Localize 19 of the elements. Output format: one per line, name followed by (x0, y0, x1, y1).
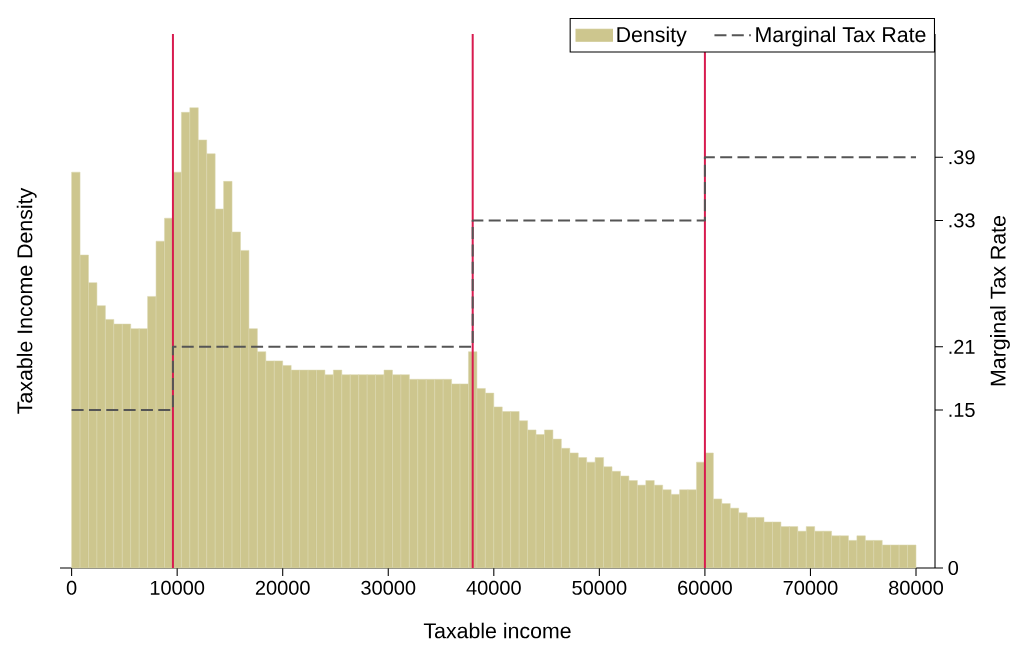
x-tick-label: 30000 (361, 580, 416, 595)
y2-tick-label: 0 (948, 560, 959, 576)
y2-tick-label: .39 (949, 150, 975, 165)
x-tick-label: 80000 (889, 580, 944, 595)
x-tick-label: 0 (66, 580, 77, 595)
y2-axis-title: Marginal Tax Rate (990, 216, 1010, 386)
x-axis-title: Taxable income (423, 622, 571, 639)
x-tick-label: 10000 (150, 580, 205, 595)
y-axis-title: Taxable Income Density (16, 187, 37, 414)
x-tick-label: 70000 (783, 580, 838, 595)
y2-tick-label: .21 (949, 339, 975, 354)
y2-tick-label: .15 (949, 403, 975, 417)
legend-label: Density (617, 26, 687, 47)
x-tick-label: 50000 (572, 580, 627, 595)
legend-label: Marginal Tax Rate (756, 26, 926, 47)
y2-tick-label: .33 (949, 213, 975, 228)
x-tick-label: 40000 (466, 580, 521, 595)
x-tick-label: 60000 (678, 580, 732, 595)
x-tick-label: 20000 (255, 580, 310, 595)
